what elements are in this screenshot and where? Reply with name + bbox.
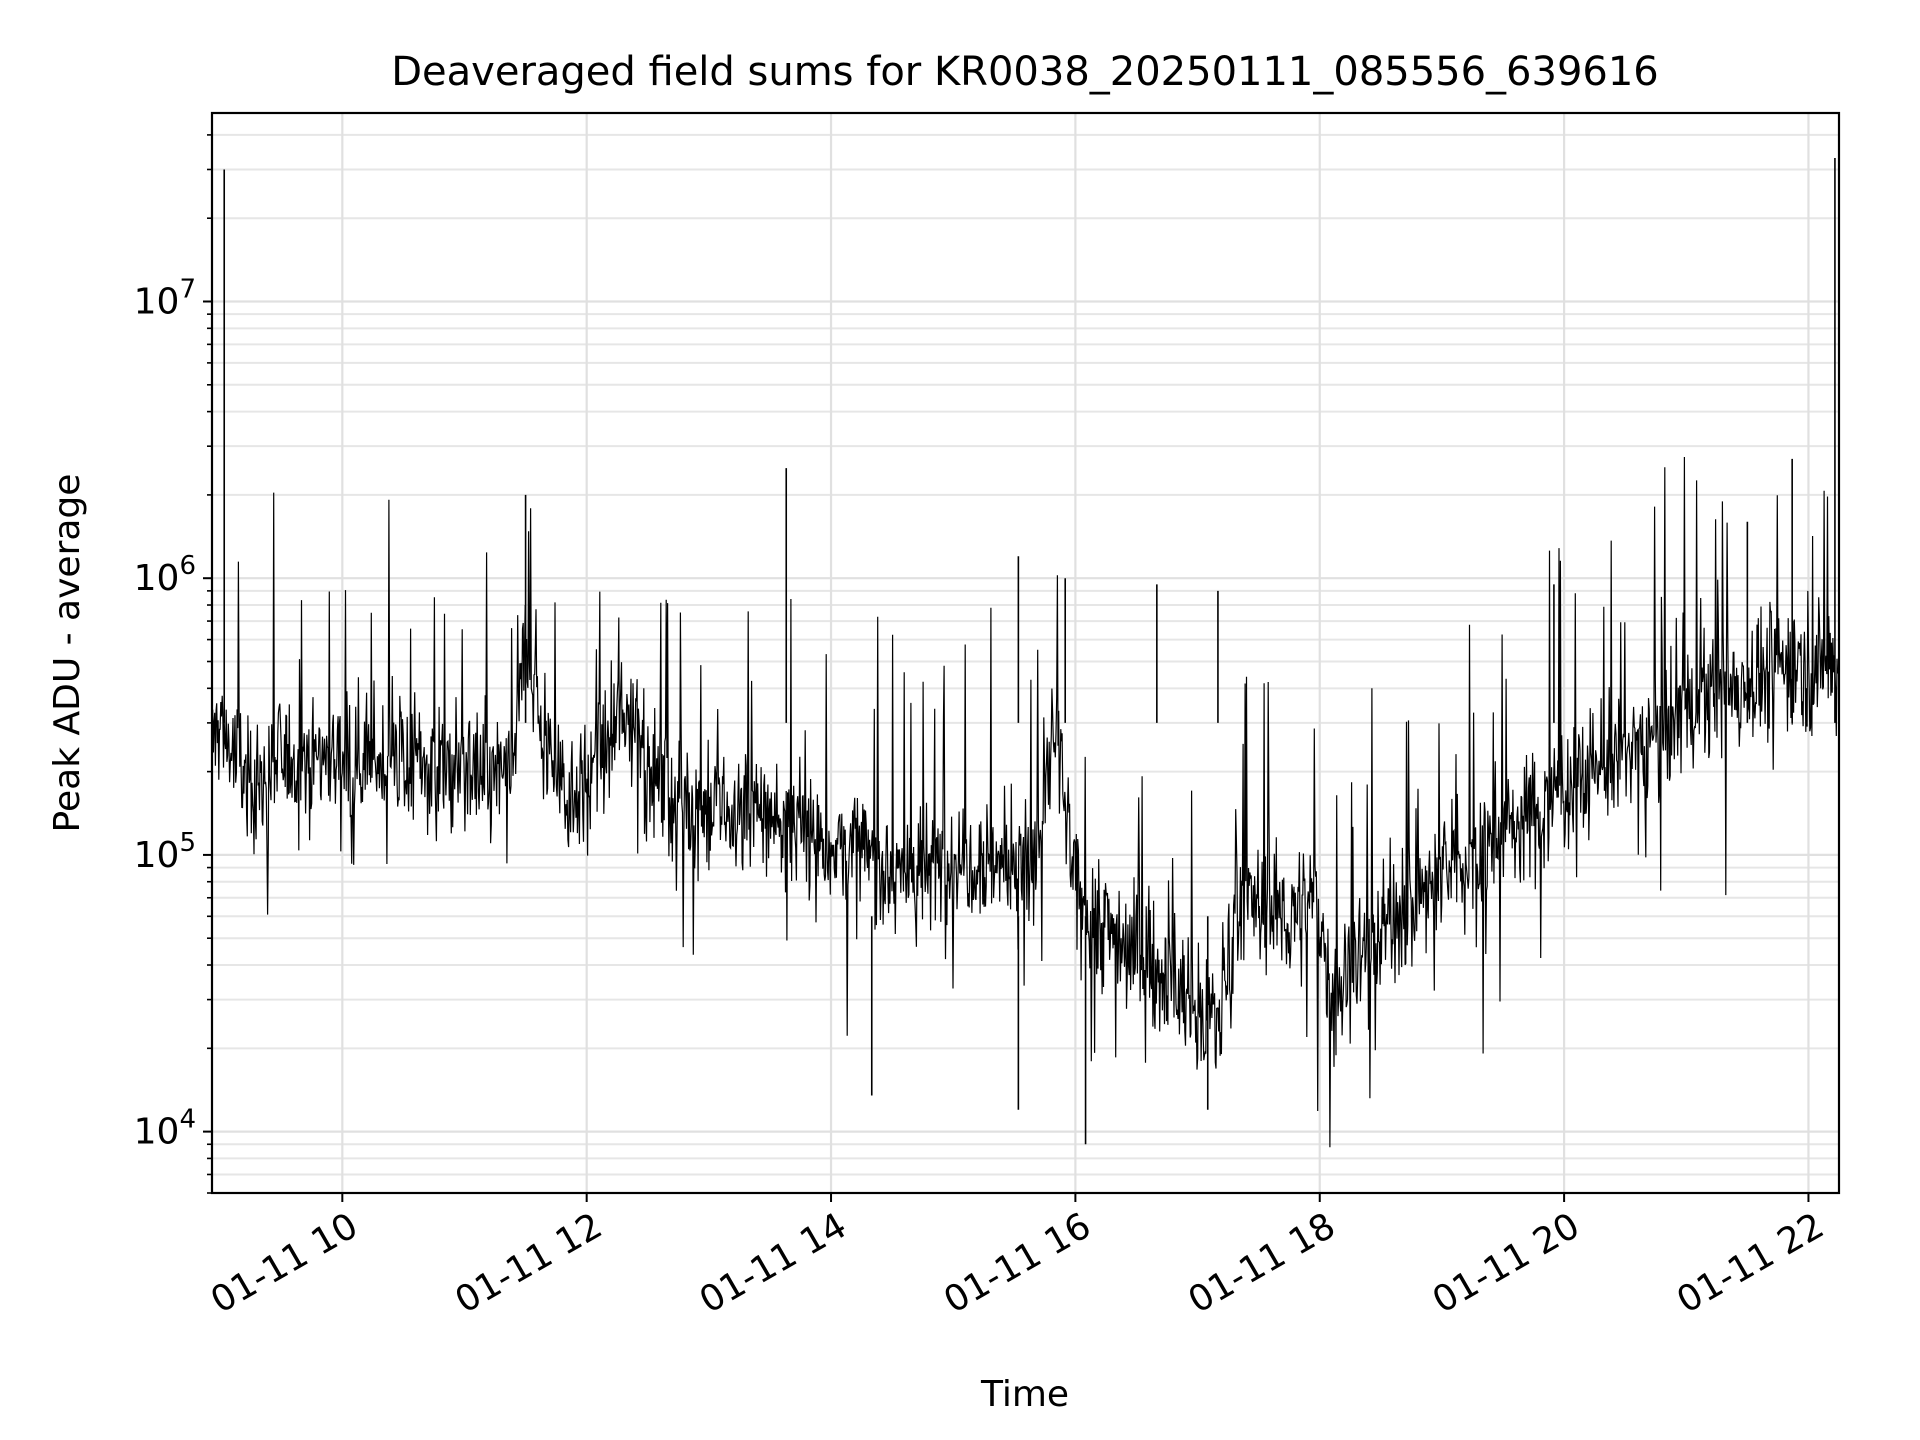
y-tick-label: 107: [134, 275, 196, 323]
x-tick-label: 01-11 14: [693, 1205, 854, 1321]
x-axis-ticks: 01-11 10 01-11 12 01-11 14 01-11 16 01-11 18…: [204, 1193, 1831, 1322]
x-tick-label: 01-11 18: [1182, 1205, 1343, 1321]
y-tick-label: 104: [134, 1105, 196, 1153]
data-series: [211, 158, 1840, 1148]
y-axis-ticks: 104 105 106 107: [134, 134, 212, 1194]
plot-frame: [210, 111, 1841, 1195]
chart-title: Deaveraged field sums for KR0038_2025011…: [391, 49, 1659, 95]
x-tick-label: 01-11 22: [1670, 1205, 1831, 1321]
series-line: [211, 456, 1840, 1148]
x-tick-label: 01-11 12: [449, 1205, 610, 1321]
x-tick-label: 01-11 10: [204, 1205, 365, 1321]
x-tick-label: 01-11 20: [1426, 1205, 1587, 1321]
x-tick-label: 01-11 16: [937, 1205, 1098, 1321]
y-axis-label: Peak ADU - average: [47, 474, 88, 833]
y-tick-label: 106: [134, 551, 196, 599]
x-axis-label: Time: [980, 1374, 1069, 1415]
y-tick-label: 105: [134, 828, 196, 876]
grid: [212, 113, 1839, 1194]
